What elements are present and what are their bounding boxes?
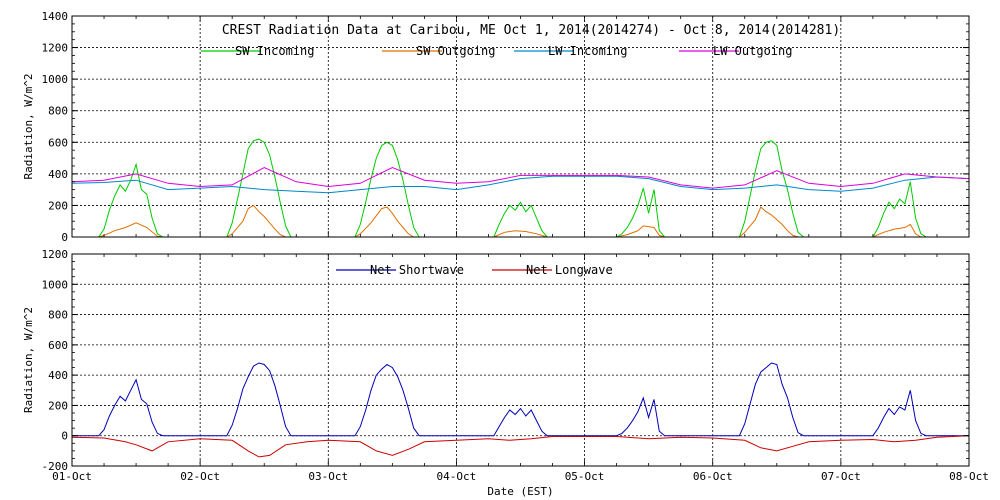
- y-tick-label: 200: [48, 199, 68, 212]
- y-tick-label: -200: [42, 460, 69, 473]
- top-panel: 0 200 400 600 800 1000 1200 1400 CREST Radiatio…: [22, 10, 970, 244]
- top-panel-grid: [72, 16, 969, 237]
- y-tick-label: 600: [48, 339, 68, 352]
- bottom-panel-grid: [72, 254, 969, 466]
- series-line-net-shortwave: [72, 362, 969, 437]
- y-tick-label: 200: [48, 399, 68, 412]
- top-panel-y-ticks: 0 200 400 600 800 1000 1200 1400: [42, 10, 969, 244]
- legend-entry: Net Longwave: [526, 263, 613, 277]
- legend-entry: SW Incoming: [235, 44, 314, 58]
- y-tick-label: 800: [48, 105, 68, 118]
- bottom-panel-series: [71, 362, 970, 458]
- bottom-panel-x-ticks: 01-Oct 02-Oct 03-Oct 04-Oct 05-Oct 06-Oct 07-O…: [52, 254, 989, 483]
- y-tick-label: 1200: [42, 248, 69, 261]
- y-tick-label: 600: [48, 136, 68, 149]
- x-tick-label: 04-Oct: [437, 470, 477, 483]
- series-line-lw-incoming: [71, 175, 970, 194]
- y-tick-label: 0: [61, 231, 68, 244]
- x-tick-label: 07-Oct: [821, 470, 861, 483]
- top-panel-legend: SW Incoming SW Outgoing LW Incoming LW Outg…: [201, 44, 792, 58]
- series-line-net-longwave: [71, 435, 970, 458]
- y-tick-label: 400: [48, 168, 68, 181]
- y-tick-label: 1400: [42, 10, 69, 23]
- top-panel-series: [71, 138, 970, 238]
- legend-entry: LW Outgoing: [713, 44, 792, 58]
- legend-entry: LW Incoming: [548, 44, 627, 58]
- top-panel-x-ticks: [71, 16, 970, 237]
- x-tick-label: 06-Oct: [693, 470, 733, 483]
- bottom-panel-y-ticks: -200 0 200 400 600 800 1000 1200: [42, 248, 969, 473]
- x-tick-label: 03-Oct: [308, 470, 348, 483]
- top-panel-frame: [71, 15, 970, 238]
- bottom-panel-frame: [71, 253, 970, 467]
- x-tick-label: 02-Oct: [180, 470, 220, 483]
- y-tick-label: 1200: [42, 42, 69, 55]
- series-line-sw-outgoing: [72, 204, 969, 238]
- legend-entry: Net Shortwave: [370, 263, 464, 277]
- series-line-sw-incoming: [72, 138, 969, 238]
- y-tick-label: 1000: [42, 73, 69, 86]
- bottom-panel: -200 0 200 400 600 800 1000 1200 01-Oct 02-Oct 03…: [22, 248, 989, 498]
- x-axis-label: Date (EST): [487, 485, 553, 498]
- top-panel-y-axis-label: Radiation, W/m^2: [22, 74, 35, 180]
- x-tick-label: 01-Oct: [52, 470, 92, 483]
- bottom-panel-legend: Net Shortwave Net Longwave: [336, 263, 613, 277]
- chart-title: CREST Radiation Data at Caribou, ME Oct …: [222, 23, 840, 38]
- x-tick-label: 05-Oct: [565, 470, 605, 483]
- legend-entry: SW Outgoing: [416, 44, 495, 58]
- bottom-panel-y-axis-label: Radiation, W/m^2: [22, 307, 35, 413]
- series-line-lw-outgoing: [71, 166, 970, 189]
- y-tick-label: 400: [48, 369, 68, 382]
- y-tick-label: 1000: [42, 278, 69, 291]
- y-tick-label: 800: [48, 309, 68, 322]
- x-tick-label: 08-Oct: [949, 470, 989, 483]
- y-tick-label: 0: [61, 430, 68, 443]
